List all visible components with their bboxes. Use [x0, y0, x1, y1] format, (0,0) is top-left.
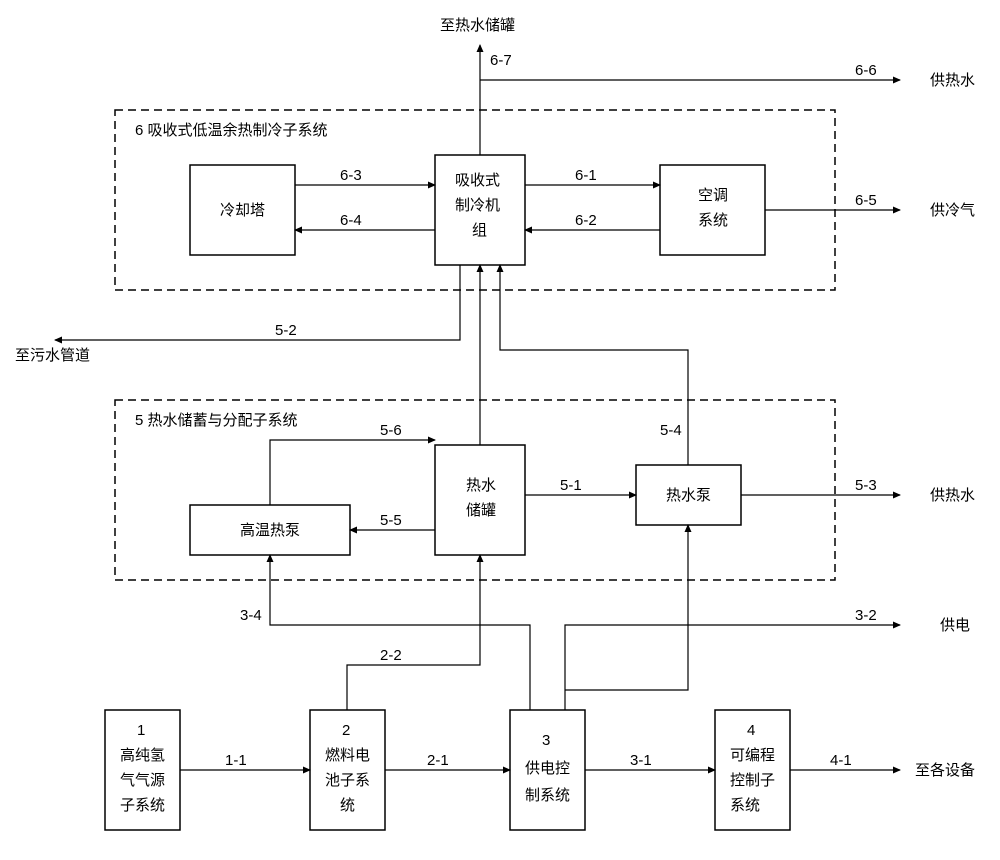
edge-5-6-path [270, 440, 435, 505]
edge-3-hwpump [565, 525, 688, 690]
label-2-1: 2-1 [427, 752, 449, 769]
label-6-5: 6-5 [855, 192, 877, 209]
b2-l0: 2 [342, 722, 350, 739]
ac-box [660, 165, 765, 255]
edge-2-2-path [347, 555, 480, 710]
top-label: 至热水储罐 [440, 17, 515, 34]
label-6-6: 6-6 [855, 62, 877, 79]
b4-l0: 4 [747, 722, 755, 739]
label-5-5: 5-5 [380, 512, 402, 529]
b3-l2: 制系统 [525, 787, 570, 804]
label-5-2: 5-2 [275, 322, 297, 339]
ht-pump-label: 高温热泵 [240, 522, 300, 539]
cooling-tower-label: 冷却塔 [220, 202, 265, 219]
b4-l3: 系统 [730, 797, 760, 814]
subsystem6-title: 6 吸收式低温余热制冷子系统 [135, 121, 328, 139]
b1-l2: 气气源 [120, 772, 165, 789]
ac-l2: 系统 [698, 212, 728, 229]
label-3-4: 3-4 [240, 607, 262, 624]
label-5-1: 5-1 [560, 477, 582, 494]
tank-box [435, 445, 525, 555]
label-6-4: 6-4 [340, 212, 362, 229]
label-5-4: 5-4 [660, 422, 682, 439]
edge-5-2-path [55, 265, 460, 340]
label-6-2: 6-2 [575, 212, 597, 229]
tank-l2: 储罐 [466, 502, 496, 519]
label-3-2: 3-2 [855, 607, 877, 624]
ac-l1: 空调 [698, 187, 728, 204]
b2-l2: 池子系 [325, 772, 370, 789]
label-5-6: 5-6 [380, 422, 402, 439]
absorber-l2: 制冷机 [455, 197, 500, 214]
b2-l1: 燃料电 [325, 746, 370, 764]
ext-power: 供电 [940, 617, 970, 634]
subsystem5-title: 5 热水储蓄与分配子系统 [135, 412, 298, 429]
b3-l1: 供电控 [525, 760, 570, 777]
label-2-2: 2-2 [380, 647, 402, 664]
label-1-1: 1-1 [225, 752, 247, 769]
ext-devices: 至各设备 [915, 762, 975, 779]
b1-l3: 子系统 [120, 797, 165, 814]
hw-pump-label: 热水泵 [666, 487, 711, 504]
ext-sewage: 至污水管道 [15, 347, 90, 364]
absorber-l3: 组 [472, 222, 487, 239]
b1-l1: 高纯氢 [120, 747, 165, 764]
tank-l1: 热水 [466, 477, 496, 494]
ext-hot-water-mid: 供热水 [930, 487, 975, 504]
label-6-7: 6-7 [490, 52, 512, 69]
label-6-1: 6-1 [575, 167, 597, 184]
label-5-3: 5-3 [855, 477, 877, 494]
absorber-l1: 吸收式 [455, 172, 500, 189]
ext-cold-air: 供冷气 [930, 202, 975, 219]
edge-3-2-path [565, 625, 900, 710]
b4-l2: 控制子 [730, 772, 775, 789]
b2-l3: 统 [340, 797, 355, 814]
ext-hot-water-top: 供热水 [930, 72, 975, 89]
b3-l0: 3 [542, 732, 550, 749]
b4-l1: 可编程 [730, 747, 775, 764]
label-6-3: 6-3 [340, 167, 362, 184]
b1-l0: 1 [137, 722, 145, 739]
label-4-1: 4-1 [830, 752, 852, 769]
edge-3-4-path [270, 555, 530, 710]
label-3-1: 3-1 [630, 752, 652, 769]
